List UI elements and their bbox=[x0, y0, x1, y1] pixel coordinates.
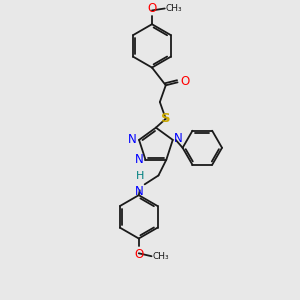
Text: O: O bbox=[147, 2, 157, 15]
Text: CH₃: CH₃ bbox=[166, 4, 182, 13]
Text: H: H bbox=[136, 171, 144, 182]
Text: N: N bbox=[174, 132, 182, 146]
Text: S: S bbox=[161, 112, 171, 125]
Text: O: O bbox=[181, 75, 190, 88]
Text: N: N bbox=[135, 185, 144, 198]
Text: N: N bbox=[135, 153, 143, 166]
Text: CH₃: CH₃ bbox=[152, 252, 169, 261]
Text: O: O bbox=[134, 248, 143, 261]
Text: N: N bbox=[128, 134, 137, 146]
